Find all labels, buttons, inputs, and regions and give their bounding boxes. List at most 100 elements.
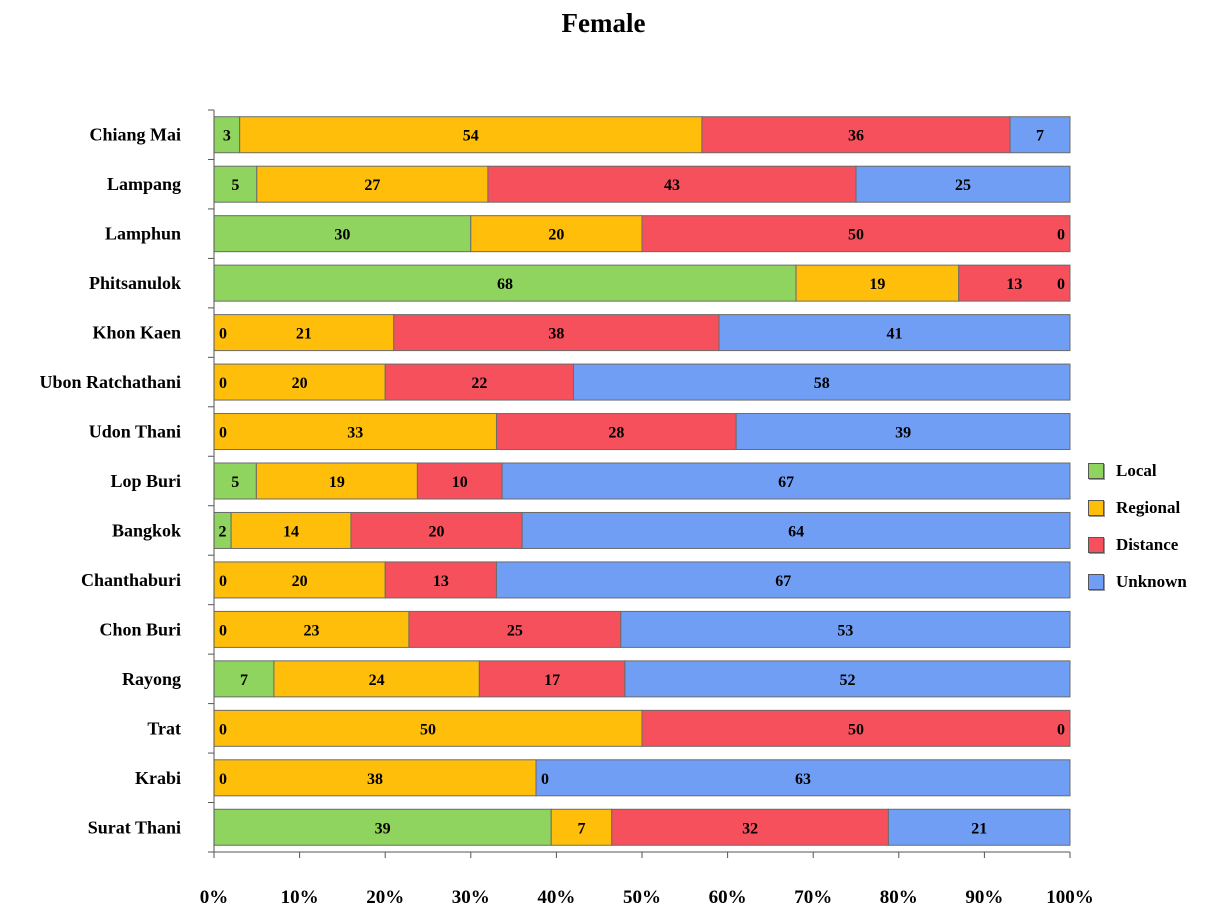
- data-label-lop-buri-regional: 19: [329, 474, 345, 491]
- data-label-surat-thani-local: 39: [375, 820, 391, 837]
- x-tick-label: 0%: [200, 887, 229, 908]
- category-label-surat-thani: Surat Thani: [88, 817, 181, 837]
- bar-ubon-ratchathani-unknown: [573, 363, 1071, 401]
- data-label-udon-thani-regional: 33: [347, 425, 363, 442]
- data-label-chanthaburi-local: 0: [219, 573, 227, 590]
- data-label-bangkok-regional: 14: [283, 523, 299, 540]
- bar-lampang-distance: [487, 165, 857, 203]
- data-label-chon-buri-regional: 23: [303, 622, 319, 639]
- bar-rayong-unknown: [624, 660, 1071, 698]
- data-label-phitsanulok-unknown: 0: [1057, 276, 1065, 293]
- category-label-rayong: Rayong: [122, 669, 181, 689]
- data-label-rayong-local: 7: [240, 672, 248, 689]
- bar-chon-buri-distance: [408, 610, 622, 648]
- data-label-ubon-ratchathani-unknown: 58: [814, 375, 830, 392]
- data-label-lampang-unknown: 25: [955, 177, 971, 194]
- data-label-trat-unknown: 0: [1057, 721, 1065, 738]
- bar-udon-thani-distance: [495, 413, 737, 451]
- legend-label-local: Local: [1116, 460, 1157, 480]
- bar-lop-buri-regional: [255, 462, 418, 500]
- data-label-lamphun-local: 30: [334, 227, 350, 244]
- data-label-udon-thani-distance: 28: [608, 425, 624, 442]
- data-label-udon-thani-local: 0: [219, 425, 227, 442]
- data-label-phitsanulok-distance: 13: [1006, 276, 1022, 293]
- data-label-surat-thani-regional: 7: [577, 820, 585, 837]
- bar-lamphun-regional: [470, 215, 643, 253]
- bar-chanthaburi-unknown: [495, 561, 1071, 599]
- bar-rayong-regional: [273, 660, 480, 698]
- bar-krabi-unknown: [535, 759, 1071, 797]
- x-tick-label: 10%: [281, 887, 319, 908]
- bar-surat-thani-local: [213, 808, 552, 846]
- data-label-surat-thani-unknown: 21: [971, 820, 987, 837]
- data-label-chon-buri-unknown: 53: [837, 622, 853, 639]
- bar-surat-thani-unknown: [887, 808, 1071, 846]
- x-tick-label: 20%: [366, 887, 404, 908]
- data-label-lop-buri-unknown: 67: [778, 474, 794, 491]
- data-label-lampang-local: 5: [231, 177, 239, 194]
- category-label-lop-buri: Lop Buri: [110, 471, 181, 491]
- bar-udon-thani-unknown: [735, 413, 1071, 451]
- category-label-krabi: Krabi: [135, 768, 181, 788]
- data-label-trat-distance: 50: [848, 721, 864, 738]
- bar-phitsanulok-local: [213, 264, 797, 302]
- bar-lamphun-distance: [641, 215, 1071, 253]
- data-label-lamphun-regional: 20: [548, 227, 564, 244]
- data-label-lampang-regional: 27: [364, 177, 380, 194]
- data-label-khon-kaen-unknown: 41: [887, 326, 903, 343]
- x-tick-label: 40%: [537, 887, 575, 908]
- data-label-rayong-regional: 24: [369, 672, 385, 689]
- bar-chanthaburi-regional: [213, 561, 386, 599]
- category-label-chiang-mai: Chiang Mai: [89, 125, 181, 145]
- data-label-bangkok-local: 2: [219, 523, 227, 540]
- legend-item-unknown: Unknown: [1088, 563, 1187, 600]
- category-label-lamphun: Lamphun: [105, 224, 181, 244]
- category-label-ubon-ratchathani: Ubon Ratchathani: [39, 372, 181, 392]
- data-label-lampang-distance: 43: [664, 177, 680, 194]
- data-label-khon-kaen-regional: 21: [296, 326, 312, 343]
- data-label-lop-buri-distance: 10: [452, 474, 468, 491]
- legend-label-unknown: Unknown: [1116, 571, 1187, 591]
- legend: Local Regional Distance Unknown: [1088, 452, 1187, 600]
- bar-trat-distance: [641, 709, 1071, 747]
- data-label-rayong-unknown: 52: [839, 672, 855, 689]
- data-label-bangkok-unknown: 64: [788, 523, 804, 540]
- bar-khon-kaen-regional: [213, 314, 395, 352]
- data-label-chon-buri-local: 0: [219, 622, 227, 639]
- bar-lampang-unknown: [855, 165, 1071, 203]
- legend-item-local: Local: [1088, 452, 1187, 489]
- category-label-chon-buri: Chon Buri: [99, 619, 181, 639]
- bar-khon-kaen-distance: [393, 314, 720, 352]
- bar-bangkok-distance: [350, 511, 523, 549]
- legend-label-distance: Distance: [1116, 534, 1179, 554]
- bar-chiang-mai-regional: [239, 116, 703, 154]
- category-label-lampang: Lampang: [107, 174, 181, 194]
- bar-lop-buri-unknown: [501, 462, 1071, 500]
- data-label-ubon-ratchathani-local: 0: [219, 375, 227, 392]
- data-label-chiang-mai-distance: 36: [848, 128, 864, 145]
- data-label-khon-kaen-distance: 38: [548, 326, 564, 343]
- data-label-phitsanulok-local: 68: [497, 276, 513, 293]
- legend-item-regional: Regional: [1088, 489, 1187, 526]
- category-label-khon-kaen: Khon Kaen: [92, 323, 181, 343]
- x-tick-label: 90%: [965, 887, 1003, 908]
- legend-swatch-regional: [1088, 499, 1104, 516]
- bar-bangkok-regional: [230, 511, 352, 549]
- data-label-chanthaburi-regional: 20: [292, 573, 308, 590]
- bar-lampang-regional: [256, 165, 489, 203]
- data-label-chiang-mai-local: 3: [223, 128, 231, 145]
- data-label-krabi-distance: 0: [541, 771, 549, 788]
- data-label-krabi-unknown: 63: [795, 771, 811, 788]
- bar-khon-kaen-unknown: [718, 314, 1071, 352]
- bar-phitsanulok-distance: [958, 264, 1071, 302]
- category-label-udon-thani: Udon Thani: [89, 422, 181, 442]
- x-tick-label: 100%: [1046, 887, 1094, 908]
- data-label-udon-thani-unknown: 39: [895, 425, 911, 442]
- data-label-trat-regional: 50: [420, 721, 436, 738]
- legend-swatch-distance: [1088, 536, 1104, 553]
- data-label-lamphun-unknown: 0: [1057, 227, 1065, 244]
- bar-lampang-local: [213, 165, 258, 203]
- bar-trat-regional: [213, 709, 643, 747]
- data-label-lop-buri-local: 5: [231, 474, 239, 491]
